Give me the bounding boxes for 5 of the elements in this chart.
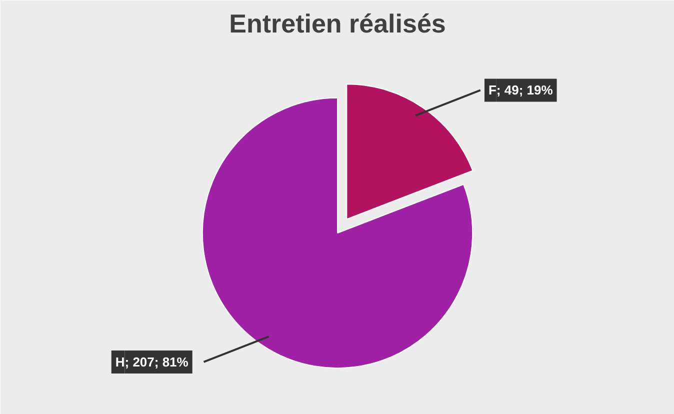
slice-label: F (488, 82, 496, 98)
data-label: ; 49; 19% (496, 82, 554, 98)
chart-title: Entretien réalisés (229, 8, 446, 38)
slice-label: H (115, 354, 125, 370)
data-label: ; 207; 81% (124, 354, 189, 370)
